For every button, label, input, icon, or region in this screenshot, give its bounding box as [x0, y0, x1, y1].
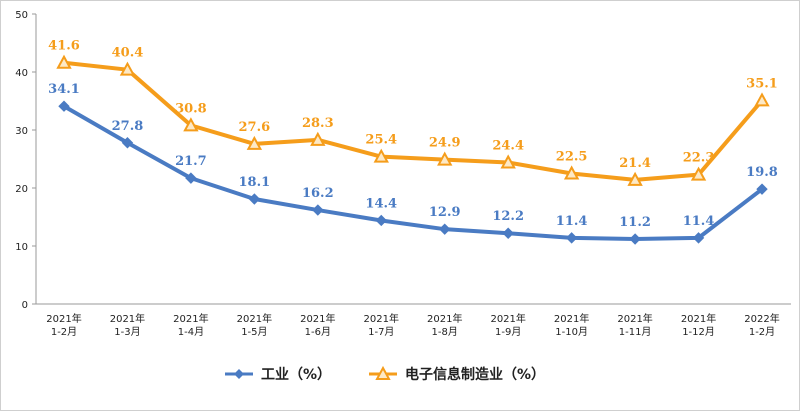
data-point — [692, 232, 705, 244]
data-label: 16.2 — [302, 186, 334, 201]
data-label: 24.9 — [429, 136, 461, 151]
y-tick-label: 0 — [22, 300, 28, 311]
data-label: 18.1 — [239, 175, 271, 190]
x-tick-label: 2021年 1-3月 — [110, 312, 145, 338]
data-point — [373, 148, 389, 163]
data-label: 11.4 — [683, 214, 715, 229]
x-tick-label: 2021年 1-5月 — [237, 312, 272, 338]
x-tick-label: 2021年 1-7月 — [364, 312, 399, 338]
y-tick-label: 10 — [15, 242, 28, 253]
data-label: 24.4 — [492, 138, 524, 153]
y-tick-label: 40 — [15, 68, 28, 79]
data-point — [754, 92, 770, 107]
data-label: 14.4 — [365, 196, 397, 211]
data-point — [439, 223, 451, 235]
data-label: 21.7 — [175, 154, 207, 169]
data-point — [500, 154, 516, 169]
data-point — [312, 204, 324, 216]
y-tick-label: 50 — [15, 10, 28, 21]
data-point — [563, 165, 580, 180]
x-tick-label: 2021年 1-6月 — [300, 312, 335, 338]
data-point — [627, 171, 643, 186]
data-label: 41.6 — [48, 39, 80, 54]
y-tick-label: 30 — [15, 126, 28, 137]
x-tick-label: 2021年 1-9月 — [490, 312, 525, 338]
data-point — [248, 193, 261, 205]
data-point — [375, 214, 387, 227]
data-label: 30.8 — [175, 101, 207, 116]
data-label: 22.5 — [556, 150, 588, 165]
legend-label: 工业（%） — [261, 367, 331, 383]
data-point — [185, 172, 197, 184]
y-tick-label: 20 — [15, 184, 28, 195]
data-point — [183, 117, 199, 132]
data-point — [246, 135, 263, 150]
data-label: 19.8 — [746, 165, 778, 180]
x-tick-label: 2021年 1-2月 — [46, 312, 81, 338]
data-point — [121, 137, 134, 149]
data-point — [756, 183, 768, 195]
x-tick-label: 2021年 1-12月 — [681, 312, 716, 338]
data-point — [565, 232, 578, 244]
x-tick-label: 2021年 1-4月 — [173, 312, 208, 338]
data-label: 25.4 — [365, 133, 397, 148]
legend-marker — [375, 365, 391, 380]
data-label: 11.4 — [556, 214, 588, 229]
data-label: 35.1 — [746, 76, 778, 91]
data-point — [629, 233, 641, 245]
data-label: 40.4 — [112, 46, 144, 61]
data-label: 27.8 — [112, 119, 144, 134]
data-label: 12.2 — [492, 209, 524, 224]
x-tick-label: 2021年 1-8月 — [427, 312, 462, 338]
data-point — [119, 61, 136, 76]
data-label: 34.1 — [48, 82, 80, 97]
data-point — [437, 151, 453, 166]
x-tick-label: 2021年 1-11月 — [617, 312, 652, 338]
x-tick-label: 2022年 1-2月 — [744, 312, 779, 338]
data-point — [502, 227, 514, 239]
data-label: 11.2 — [619, 215, 651, 230]
series-line-0 — [62, 104, 764, 242]
data-point — [310, 131, 326, 146]
data-label: 12.9 — [429, 205, 461, 220]
x-tick-label: 2021年 1-10月 — [554, 312, 589, 338]
legend-marker — [234, 369, 244, 379]
series-line-1 — [62, 60, 764, 182]
data-point — [58, 100, 70, 112]
legend-label: 电子信息制造业（%） — [405, 366, 545, 383]
data-label: 27.6 — [239, 120, 271, 135]
data-label: 22.3 — [683, 151, 715, 166]
data-point — [690, 166, 707, 181]
data-label: 21.4 — [619, 156, 651, 171]
data-point — [56, 54, 72, 69]
data-label: 28.3 — [302, 116, 334, 131]
